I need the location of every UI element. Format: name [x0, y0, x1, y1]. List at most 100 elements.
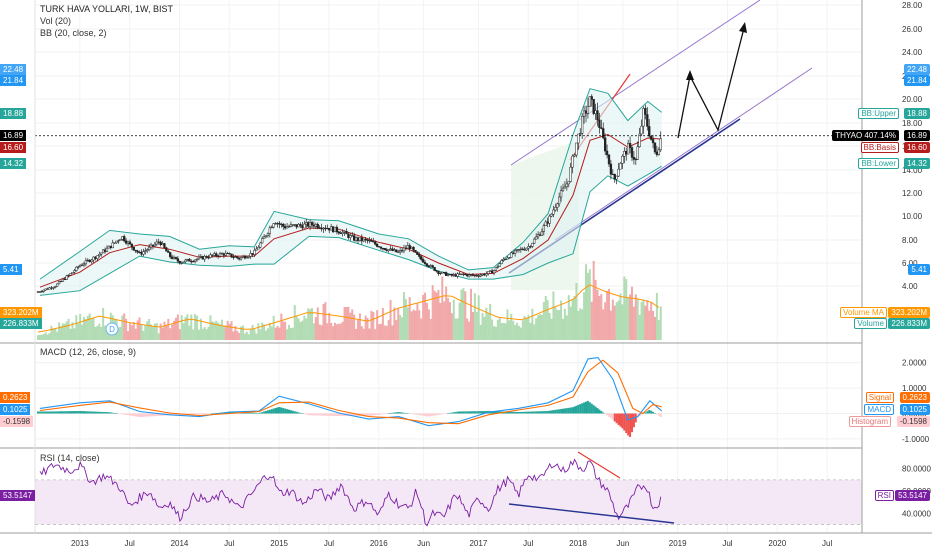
- volume-bar[interactable]: [123, 313, 126, 340]
- volume-bar[interactable]: [251, 324, 254, 340]
- macd-histogram-bar[interactable]: [585, 401, 588, 414]
- candle-body[interactable]: [287, 226, 291, 228]
- macd-histogram-bar[interactable]: [155, 413, 158, 417]
- macd-histogram-bar[interactable]: [565, 408, 568, 414]
- volume-bar[interactable]: [429, 318, 432, 340]
- volume-bar[interactable]: [288, 324, 291, 340]
- volume-bar[interactable]: [176, 314, 179, 340]
- volume-bar[interactable]: [159, 323, 162, 340]
- macd-histogram-bar[interactable]: [385, 413, 388, 415]
- candle-body[interactable]: [387, 249, 390, 251]
- volume-bar[interactable]: [174, 317, 177, 340]
- macd-histogram-bar[interactable]: [433, 413, 436, 416]
- macd-histogram-bar[interactable]: [351, 413, 354, 417]
- candle-body[interactable]: [216, 255, 220, 257]
- volume-bar[interactable]: [274, 327, 277, 340]
- macd-histogram-bar[interactable]: [516, 411, 519, 414]
- candle-body[interactable]: [533, 238, 536, 244]
- volume-bar[interactable]: [531, 308, 534, 340]
- volume-bar[interactable]: [332, 326, 335, 340]
- candle-body[interactable]: [410, 246, 413, 249]
- volume-bar[interactable]: [301, 320, 304, 340]
- candle-body[interactable]: [109, 245, 112, 249]
- volume-bar[interactable]: [360, 326, 363, 340]
- macd-histogram-bar[interactable]: [517, 411, 520, 414]
- macd-histogram-bar[interactable]: [416, 413, 419, 415]
- candle-body[interactable]: [356, 237, 360, 241]
- macd-histogram-bar[interactable]: [523, 411, 526, 414]
- candle-body[interactable]: [215, 253, 218, 256]
- candle-body[interactable]: [375, 244, 379, 247]
- volume-bar[interactable]: [586, 272, 589, 340]
- volume-bar[interactable]: [146, 321, 149, 340]
- macd-histogram-bar[interactable]: [615, 413, 618, 424]
- volume-bar[interactable]: [387, 320, 390, 340]
- macd-histogram-bar[interactable]: [646, 411, 649, 414]
- candle-body[interactable]: [128, 241, 132, 245]
- volume-bar[interactable]: [448, 302, 451, 340]
- candle-body[interactable]: [124, 240, 128, 244]
- volume-bar[interactable]: [450, 313, 453, 340]
- candle-body[interactable]: [243, 256, 247, 259]
- volume-bar[interactable]: [558, 309, 561, 340]
- candle-body[interactable]: [496, 266, 500, 268]
- candle-body[interactable]: [245, 257, 248, 259]
- macd-histogram-bar[interactable]: [659, 413, 662, 417]
- macd-histogram-bar[interactable]: [464, 411, 467, 414]
- volume-bar[interactable]: [312, 323, 315, 340]
- macd-histogram-bar[interactable]: [458, 411, 461, 414]
- candle-body[interactable]: [282, 223, 285, 227]
- macd-histogram-bar[interactable]: [265, 410, 268, 414]
- macd-histogram-bar[interactable]: [299, 412, 302, 414]
- macd-histogram-bar[interactable]: [383, 413, 386, 415]
- macd-histogram-bar[interactable]: [81, 411, 84, 414]
- macd-histogram-bar[interactable]: [324, 413, 327, 416]
- macd-histogram-bar[interactable]: [514, 411, 517, 414]
- macd-histogram-bar[interactable]: [362, 413, 365, 417]
- volume-bar[interactable]: [630, 286, 633, 340]
- candle-body[interactable]: [165, 247, 168, 252]
- volume-bar[interactable]: [194, 313, 197, 340]
- candle-body[interactable]: [427, 265, 431, 268]
- candle-body[interactable]: [619, 163, 622, 170]
- candle-body[interactable]: [134, 249, 137, 252]
- candle-body[interactable]: [498, 263, 501, 267]
- candle-body[interactable]: [517, 249, 521, 251]
- volume-bar[interactable]: [219, 324, 222, 340]
- volume-bar[interactable]: [295, 315, 298, 340]
- candle-body[interactable]: [170, 256, 174, 259]
- volume-bar[interactable]: [640, 302, 643, 340]
- volume-bar[interactable]: [445, 286, 448, 340]
- macd-histogram-bar[interactable]: [592, 405, 595, 414]
- macd-histogram-bar[interactable]: [629, 413, 632, 438]
- rsi-red-trendline[interactable]: [577, 451, 621, 479]
- volume-bar[interactable]: [215, 320, 218, 340]
- volume-bar[interactable]: [439, 302, 442, 340]
- volume-pane[interactable]: [36, 260, 662, 340]
- macd-histogram-bar[interactable]: [594, 406, 597, 414]
- volume-bar[interactable]: [272, 315, 275, 340]
- volume-bar[interactable]: [92, 317, 95, 340]
- volume-bar[interactable]: [510, 313, 513, 340]
- macd-histogram-bar[interactable]: [190, 413, 193, 415]
- macd-histogram-bar[interactable]: [142, 413, 145, 417]
- candle-body[interactable]: [467, 274, 471, 277]
- bb-upper-line[interactable]: [39, 88, 663, 280]
- volume-bar[interactable]: [303, 315, 306, 340]
- volume-bar[interactable]: [496, 320, 499, 340]
- volume-bar[interactable]: [190, 314, 193, 340]
- macd-histogram-bar[interactable]: [272, 408, 275, 414]
- macd-histogram-bar[interactable]: [644, 412, 647, 414]
- candle-body[interactable]: [590, 96, 593, 100]
- candle-body[interactable]: [57, 281, 61, 285]
- macd-histogram-bar[interactable]: [98, 411, 101, 414]
- volume-bar[interactable]: [75, 315, 78, 340]
- macd-histogram-bar[interactable]: [88, 411, 91, 414]
- macd-histogram-bar[interactable]: [473, 411, 476, 414]
- candle-body[interactable]: [352, 235, 356, 241]
- volume-ma-line[interactable]: [37, 284, 660, 333]
- macd-histogram-bar[interactable]: [508, 411, 511, 414]
- macd-histogram-bar[interactable]: [192, 413, 195, 415]
- volume-bar[interactable]: [320, 325, 323, 340]
- macd-histogram-bar[interactable]: [282, 408, 285, 414]
